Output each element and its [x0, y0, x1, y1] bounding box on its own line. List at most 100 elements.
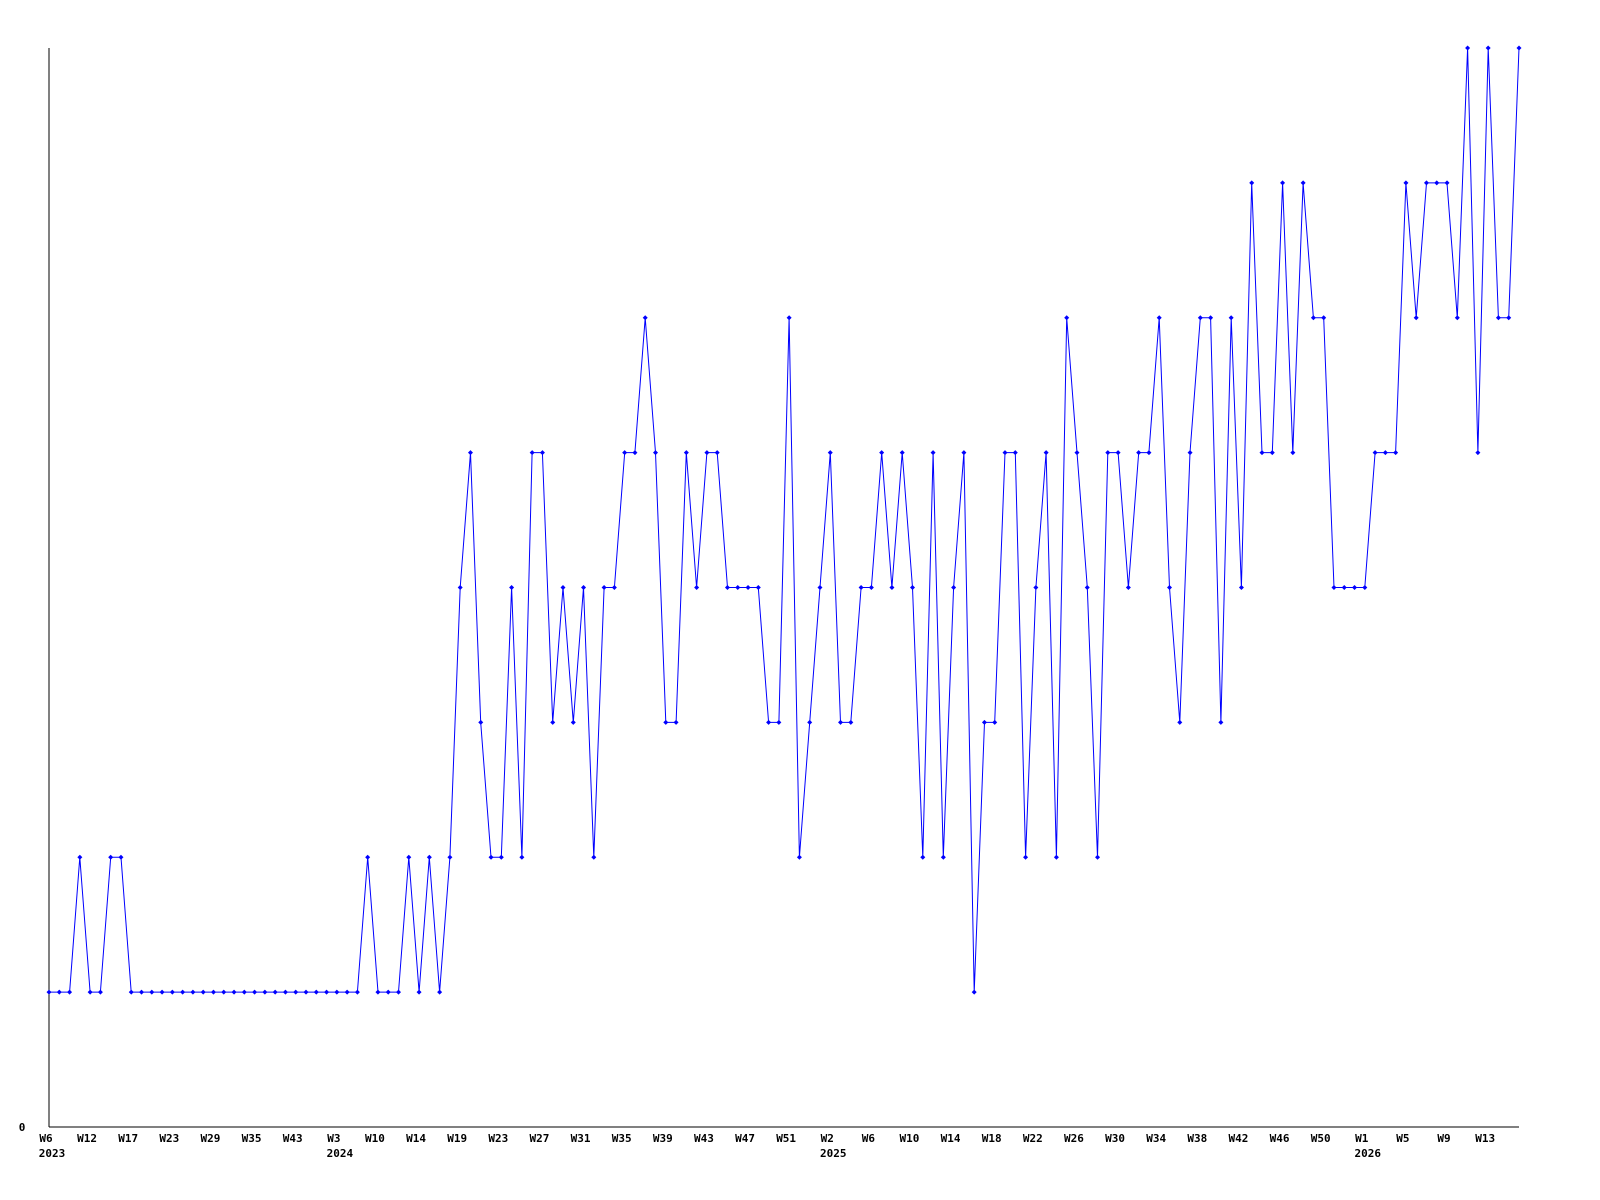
data-point — [899, 450, 905, 456]
data-point — [1341, 585, 1347, 590]
data-point — [766, 719, 772, 725]
data-point — [879, 450, 885, 456]
data-point — [1475, 450, 1481, 456]
data-point — [1187, 450, 1193, 456]
data-point — [56, 989, 62, 995]
data-point — [1156, 315, 1162, 321]
data-point — [1043, 450, 1049, 456]
data-point — [1177, 719, 1183, 725]
data-point — [1454, 315, 1460, 321]
data-point — [838, 719, 844, 725]
data-point — [1434, 180, 1440, 186]
x-tick-label: W46 — [1270, 1132, 1290, 1145]
data-point — [981, 719, 987, 725]
data-point — [46, 989, 52, 995]
data-point — [1516, 45, 1522, 51]
data-point — [1413, 315, 1419, 321]
data-point — [108, 854, 114, 860]
data-point — [1125, 585, 1131, 590]
data-point — [128, 989, 134, 995]
data-point — [714, 450, 720, 456]
data-point — [1136, 450, 1142, 456]
data-point — [87, 989, 93, 995]
data-point — [724, 585, 730, 590]
data-point — [694, 585, 700, 590]
data-point — [344, 989, 350, 995]
data-point — [992, 719, 998, 725]
data-point — [426, 854, 432, 860]
year-label: 2026 — [1355, 1147, 1382, 1160]
x-tick-label: W6 — [862, 1132, 876, 1145]
data-point — [1238, 585, 1244, 590]
data-point — [1012, 450, 1018, 456]
x-tick-label: W10 — [900, 1132, 920, 1145]
x-tick-label: W42 — [1229, 1132, 1249, 1145]
data-point — [755, 585, 761, 590]
data-point — [1465, 45, 1471, 51]
x-tick-label: W18 — [982, 1132, 1002, 1145]
year-label: 2024 — [327, 1147, 354, 1160]
x-tick-label: W34 — [1146, 1132, 1166, 1145]
data-point — [951, 585, 957, 590]
data-point — [539, 450, 545, 456]
data-point — [663, 719, 669, 725]
data-point — [385, 989, 391, 995]
x-tick-label: W23 — [159, 1132, 179, 1145]
y-tick-label: 0 — [19, 1121, 26, 1134]
data-point — [77, 854, 83, 860]
data-point — [416, 989, 422, 995]
series-line — [46, 45, 1522, 995]
data-point — [1403, 180, 1409, 186]
data-point — [529, 450, 535, 456]
data-point — [1249, 180, 1255, 186]
year-label: 2025 — [820, 1147, 847, 1160]
data-point — [1105, 450, 1111, 456]
x-tick-label: W50 — [1311, 1132, 1331, 1145]
data-point — [827, 450, 833, 456]
data-point — [252, 989, 258, 995]
data-point — [1259, 450, 1265, 456]
data-point — [796, 854, 802, 860]
data-point — [313, 989, 319, 995]
data-point — [1228, 315, 1234, 321]
data-point — [868, 585, 874, 590]
x-tick-label: W31 — [571, 1132, 591, 1145]
year-label: 2023 — [39, 1147, 66, 1160]
data-point — [1310, 315, 1316, 321]
data-point — [200, 989, 206, 995]
x-tick-label: W35 — [242, 1132, 262, 1145]
data-point — [1331, 585, 1337, 590]
data-point — [745, 585, 751, 590]
x-tick-label: W9 — [1437, 1132, 1450, 1145]
data-point — [303, 989, 309, 995]
data-point — [1485, 45, 1491, 51]
x-tick-label: W39 — [653, 1132, 673, 1145]
data-point — [519, 854, 525, 860]
data-point — [241, 989, 247, 995]
data-point — [437, 989, 443, 995]
data-point — [1074, 450, 1080, 456]
x-tick-label: W43 — [694, 1132, 714, 1145]
data-point — [324, 989, 330, 995]
data-point — [611, 585, 617, 590]
x-tick-label: W51 — [776, 1132, 796, 1145]
x-tick-label: W30 — [1105, 1132, 1125, 1145]
data-point — [478, 719, 484, 725]
x-tick-label: W43 — [283, 1132, 303, 1145]
data-point — [1444, 180, 1450, 186]
data-point — [1115, 450, 1121, 456]
data-point — [180, 989, 186, 995]
x-tick-label: W14 — [406, 1132, 426, 1145]
data-point — [1300, 180, 1306, 186]
data-point — [1218, 719, 1224, 725]
data-point — [971, 989, 977, 995]
data-point — [406, 854, 412, 860]
data-point — [591, 854, 597, 860]
data-point — [642, 315, 648, 321]
x-tick-label: W22 — [1023, 1132, 1043, 1145]
data-point — [149, 989, 155, 995]
data-point — [1506, 315, 1512, 321]
data-point — [67, 989, 73, 995]
data-point — [1290, 450, 1296, 456]
